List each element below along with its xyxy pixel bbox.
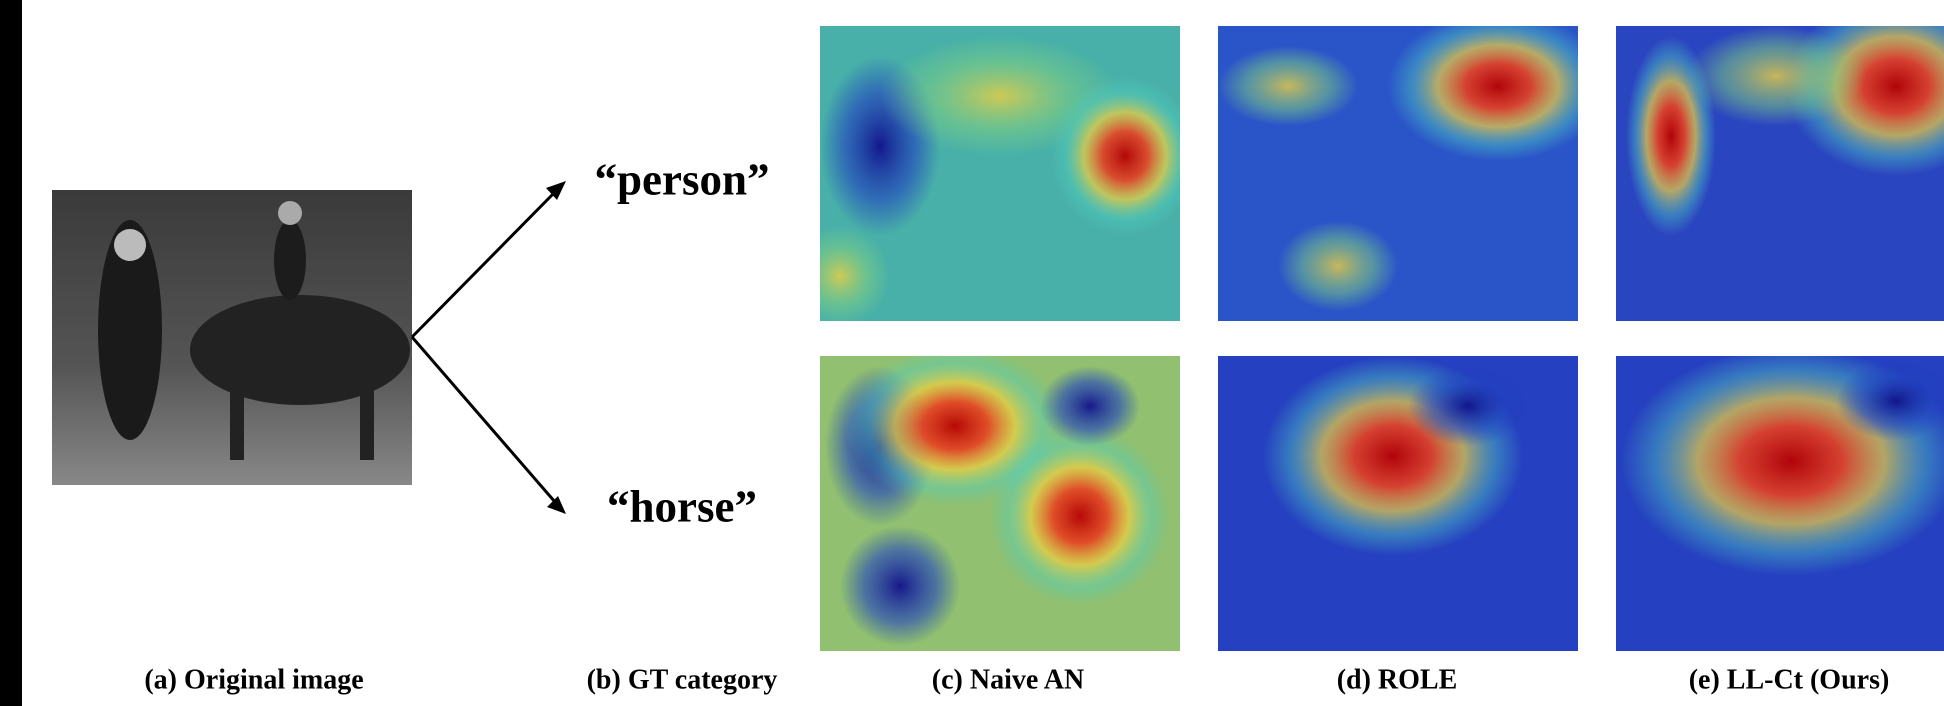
arrows — [412, 181, 566, 514]
caption: (a) Original image — [144, 664, 363, 695]
category-label: “person” — [594, 154, 769, 204]
heatmap — [790, 26, 1200, 651]
heatmap — [1616, 0, 1944, 651]
original-image — [52, 190, 412, 485]
caption: (e) LL-Ct (Ours) — [1689, 664, 1890, 695]
heatmap — [1218, 11, 1608, 651]
caption: (b) GT category — [587, 664, 778, 695]
figure: “person” “horse” — [0, 0, 1944, 706]
caption: (d) ROLE — [1337, 664, 1458, 695]
caption: (c) Naive AN — [932, 664, 1084, 695]
category-label: “horse” — [607, 481, 757, 531]
side-bar — [0, 0, 22, 706]
